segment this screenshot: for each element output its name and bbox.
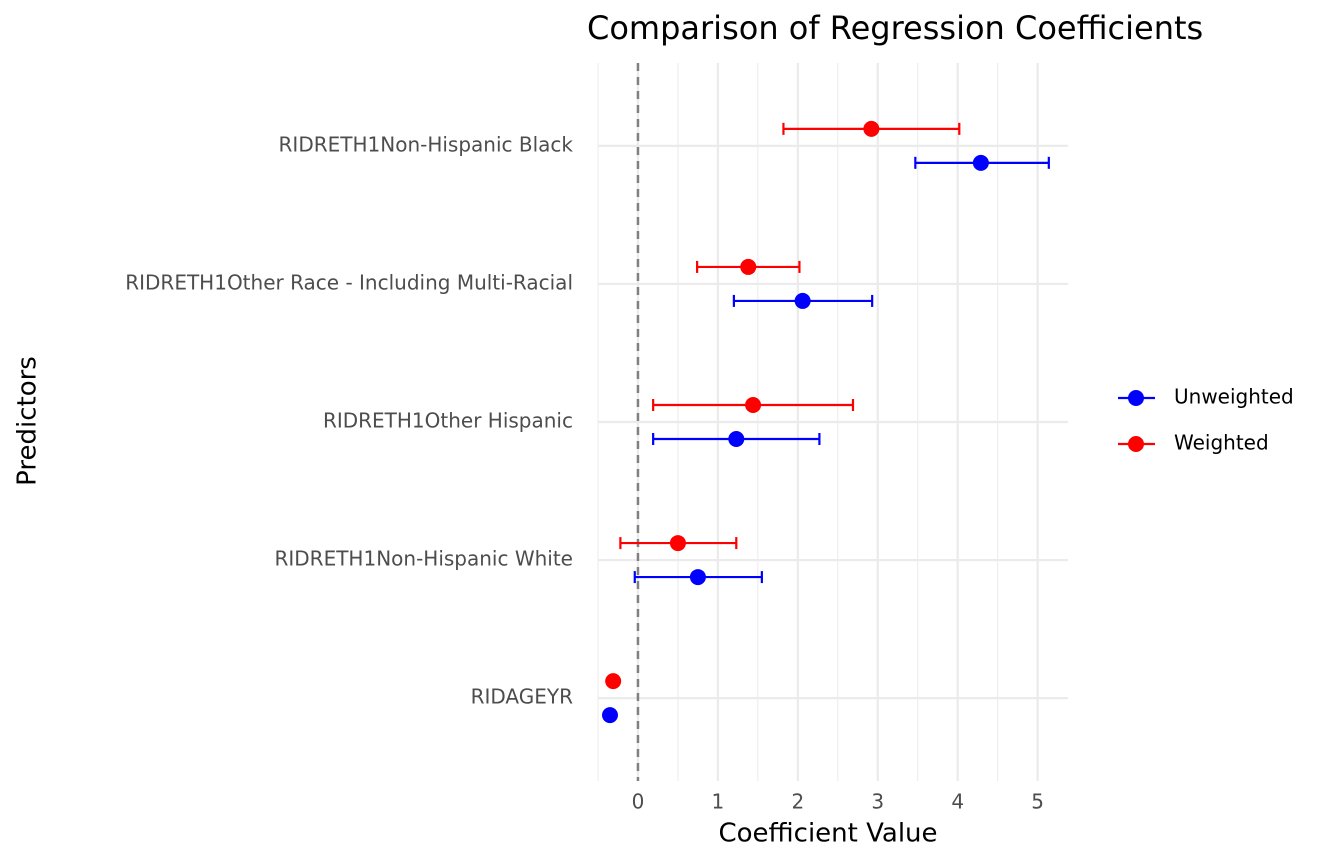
chart-title: Comparison of Regression Coefficients [587,9,1203,47]
point [745,397,762,413]
point [605,673,622,690]
point [669,535,686,552]
legend-marker [1128,390,1144,406]
y-tick-label: RIDRETH1Other Hispanic [323,409,573,433]
x-axis-label: Coefficient Value [718,819,937,849]
point [740,258,757,275]
point [601,707,618,724]
x-tick-label: 4 [951,790,964,814]
y-axis-label: Predictors [13,356,43,486]
legend-label: Weighted [1174,431,1269,455]
x-tick-label: 0 [632,790,645,814]
x-tick-label: 3 [871,790,884,814]
y-tick-label: RIDRETH1Non-Hispanic White [274,547,573,571]
x-tick-label: 5 [1031,790,1044,814]
point [863,120,880,137]
point [689,569,706,586]
point [728,431,745,447]
y-tick-label: RIDAGEYR [471,685,574,709]
legend-label: Unweighted [1174,385,1294,409]
x-tick-label: 2 [791,790,804,814]
y-tick-label: RIDRETH1Non-Hispanic Black [279,132,574,156]
x-tick-label: 1 [712,790,725,814]
legend-marker [1128,436,1144,452]
y-tick-label: RIDRETH1Other Race - Including Multi-Rac… [125,270,573,294]
point [972,154,989,171]
point [794,292,811,309]
